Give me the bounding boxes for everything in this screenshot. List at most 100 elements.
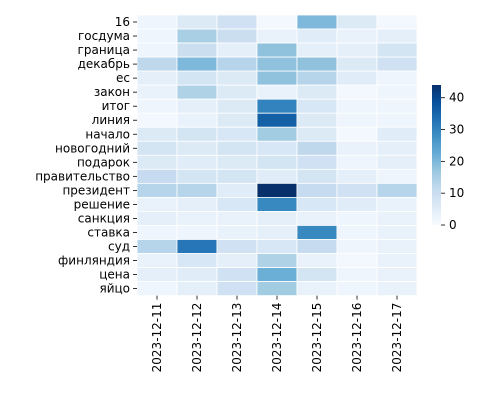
heatmap-cell: [336, 239, 378, 254]
heatmap-cell: [256, 225, 298, 240]
x-tick-label: 2023-12-11: [150, 303, 164, 373]
heatmap-cell: [136, 42, 178, 58]
heatmap-cell: [376, 14, 418, 30]
y-tick-label: начало: [85, 127, 130, 141]
x-tick-label: 2023-12-14: [270, 303, 284, 373]
heatmap-cell: [216, 196, 258, 212]
heatmap-cell: [336, 42, 378, 58]
y-tick-label: 16: [115, 15, 130, 29]
heatmap-cell: [136, 168, 178, 184]
heatmap-cell: [256, 211, 298, 226]
x-tick-labels: 2023-12-11 2023-12-12 2023-12-13 2023-12-14…: [150, 295, 404, 373]
heatmap-cell: [176, 84, 218, 100]
heatmap-cell: [296, 182, 338, 198]
heatmap-cell: [216, 42, 258, 58]
heatmap-cell: [336, 56, 378, 72]
heatmap-cell: [176, 70, 218, 86]
y-tick-label: финляндия: [58, 254, 130, 268]
heatmap-cell: [136, 154, 178, 170]
heatmap-cell: [216, 154, 258, 170]
heatmap-cell: [176, 42, 218, 58]
y-tick-label: решение: [74, 197, 130, 211]
heatmap-cell: [256, 56, 298, 72]
heatmap-cell: [136, 225, 178, 240]
heatmap-cell: [296, 42, 338, 58]
heatmap-cell: [256, 98, 298, 114]
heatmap-cell: [136, 84, 178, 100]
heatmap-cell: [216, 126, 258, 142]
heatmap-cell: [296, 126, 338, 142]
heatmap-cell: [376, 267, 418, 282]
heatmap-cell: [176, 225, 218, 240]
heatmap-cell: [296, 281, 338, 297]
heatmap-cell: [376, 70, 418, 86]
heatmap-cell: [296, 225, 338, 240]
heatmap-cell: [336, 14, 378, 30]
heatmap-cell: [176, 140, 218, 156]
heatmap-cell: [176, 168, 218, 184]
heatmap-cell: [376, 112, 418, 128]
y-tick-label: ставка: [87, 225, 130, 239]
heatmap-cell: [336, 253, 378, 268]
heatmap-cell: [336, 267, 378, 282]
heatmap-cell: [216, 211, 258, 226]
heatmap-cell: [176, 112, 218, 128]
y-tick-label: цена: [99, 268, 130, 282]
heatmap-cell: [296, 267, 338, 282]
heatmap-cell: [136, 98, 178, 114]
heatmap-cell: [256, 281, 298, 297]
heatmap-cell: [256, 267, 298, 282]
heatmap-cell: [296, 14, 338, 30]
heatmap-cell: [216, 112, 258, 128]
y-tick-label: правительство: [35, 169, 130, 183]
heatmap-cell: [256, 14, 298, 30]
heatmap-cell: [376, 281, 418, 297]
heatmap-cell: [256, 239, 298, 254]
y-tick-label: санкция: [78, 211, 130, 225]
heatmap-cell: [256, 84, 298, 100]
heatmap-cell: [336, 84, 378, 100]
colorbar: 0 10 20 30 40: [432, 85, 464, 232]
heatmap-cell: [336, 281, 378, 297]
heatmap-cell: [176, 211, 218, 226]
heatmap-cell: [376, 239, 418, 254]
heatmap-cell: [136, 281, 178, 297]
y-tick-label: подарок: [77, 155, 130, 169]
y-tick-label: декабрь: [78, 57, 130, 71]
heatmap-cell: [336, 154, 378, 170]
heatmap-cell: [176, 14, 218, 30]
heatmap-cell: [136, 56, 178, 72]
heatmap-cell: [376, 98, 418, 114]
heatmap-cell: [376, 182, 418, 198]
heatmap-cell: [216, 182, 258, 198]
heatmap-cell: [256, 42, 298, 58]
y-tick-label: итог: [102, 99, 130, 113]
heatmap-cell: [336, 211, 378, 226]
heatmap-cell: [336, 112, 378, 128]
heatmap-cell: [376, 84, 418, 100]
heatmap-cell: [376, 154, 418, 170]
heatmap-cell: [136, 70, 178, 86]
x-tick-label: 2023-12-13: [230, 303, 244, 373]
y-tick-label: граница: [78, 43, 130, 57]
colorbar-tick-label: 40: [449, 91, 464, 105]
heatmap-cell: [216, 281, 258, 297]
y-tick-label: линия: [92, 113, 130, 127]
colorbar-gradient: [432, 85, 441, 225]
heatmap-cell: [296, 140, 338, 156]
heatmap-cell: [216, 225, 258, 240]
heatmap-cell: [176, 126, 218, 142]
heatmap-cell: [216, 28, 258, 44]
heatmap-cell: [136, 140, 178, 156]
heatmap-cell: [296, 168, 338, 184]
heatmap-cell: [176, 98, 218, 114]
heatmap-cell: [256, 126, 298, 142]
heatmap-cell: [136, 14, 178, 30]
heatmap-cell: [256, 168, 298, 184]
heatmap-cell: [336, 70, 378, 86]
heatmap-cell: [256, 253, 298, 268]
heatmap-cell: [216, 239, 258, 254]
heatmap-cell: [216, 168, 258, 184]
heatmap-cell: [176, 56, 218, 72]
heatmap-cell: [136, 239, 178, 254]
